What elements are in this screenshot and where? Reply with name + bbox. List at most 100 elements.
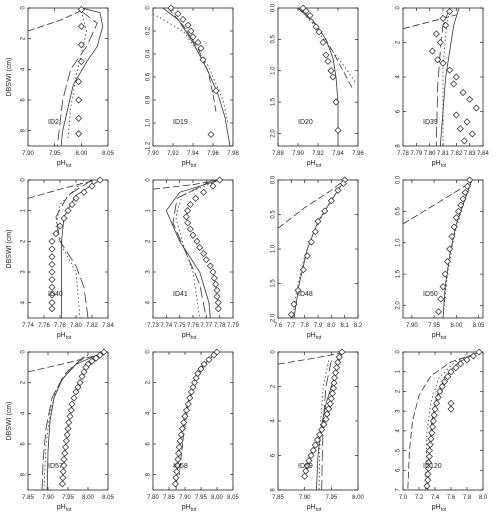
data-point: [452, 73, 460, 81]
x-tick-label: 7.77: [200, 323, 212, 329]
data-point: [435, 308, 443, 316]
data-point: [466, 95, 474, 103]
data-point: [177, 431, 185, 439]
panel-id39: 7.78 7.79 7.80 7.81 7.82 7.83 7.84 0 2 4 6 8 ID39 pHt…: [396, 6, 490, 169]
data-point: [429, 417, 437, 425]
data-point: [423, 482, 431, 490]
plot-frame: [402, 351, 484, 491]
x-tick-label: 8.05: [227, 495, 239, 501]
panel-id-label: ID2: [48, 119, 59, 126]
y-tick-label: 2.0: [271, 313, 277, 322]
data-point: [338, 348, 346, 356]
y-tick-label: 4: [21, 67, 27, 71]
data-point: [290, 300, 298, 308]
data-point: [174, 10, 182, 18]
y-tick-label: 2: [21, 36, 27, 40]
model-curve-dashed: [28, 9, 85, 32]
data-point: [48, 283, 56, 291]
x-tick-label: 7.0: [399, 495, 408, 501]
model-curve-longdash: [56, 10, 98, 146]
data-point: [48, 291, 56, 299]
x-axis-label: pHtot: [57, 332, 72, 341]
data-point: [202, 256, 210, 264]
data-point: [189, 231, 197, 239]
x-tick-label: 8.0: [327, 323, 336, 329]
data-point: [307, 238, 315, 246]
x-axis-label-subscript: tot: [316, 163, 322, 169]
data-point: [213, 293, 221, 301]
data-point: [468, 130, 476, 138]
data-point: [334, 186, 342, 194]
panel-id-label: ID59: [298, 463, 313, 470]
x-tick-label: 7.90: [179, 495, 191, 501]
model-curve-longdash: [172, 180, 214, 318]
x-axis-label-subscript: tot: [66, 335, 72, 341]
x-axis-label-subscript: tot: [191, 163, 197, 169]
y-tick-label: 7: [396, 488, 402, 492]
y-tick-label: 0.0: [271, 175, 277, 184]
panel-id-label: ID19: [173, 119, 188, 126]
x-tick-label: 7.94: [332, 151, 344, 157]
model-curve-longdash: [55, 180, 93, 318]
x-axis-label: pHtot: [432, 504, 447, 513]
data-point: [455, 207, 463, 215]
data-point: [320, 420, 328, 428]
data-point: [180, 419, 188, 427]
y-tick-label: 8: [396, 144, 402, 148]
data-point: [59, 474, 67, 482]
data-point: [436, 387, 444, 395]
x-tick-label: 7.6: [274, 323, 283, 329]
data-point: [213, 286, 221, 294]
data-point: [175, 449, 183, 457]
data-point: [315, 28, 323, 36]
data-point: [335, 353, 343, 361]
data-point: [173, 461, 181, 469]
data-point: [472, 104, 480, 112]
data-point: [463, 356, 471, 364]
data-point: [321, 207, 329, 215]
x-tick-label: 7.4: [431, 495, 440, 501]
x-axis-label-subscript: tot: [316, 335, 322, 341]
x-axis-label: pHtot: [432, 332, 447, 341]
data-point: [444, 373, 452, 381]
x-tick-label: 7.92: [312, 151, 324, 157]
model-curve-dotted: [55, 180, 85, 318]
y-tick-label: 8: [21, 472, 27, 476]
data-point: [64, 207, 72, 215]
data-point: [456, 125, 464, 133]
data-point: [469, 352, 477, 360]
x-tick-label: 8.05: [473, 323, 485, 329]
data-point: [450, 80, 458, 88]
data-point: [442, 21, 450, 29]
y-tick-label: 4: [396, 75, 402, 79]
data-point: [212, 87, 220, 95]
data-point: [206, 262, 214, 270]
x-tick-label: 7.82: [86, 323, 98, 329]
x-tick-label: 8.00: [450, 323, 462, 329]
x-tick-label: 7.6: [447, 495, 456, 501]
y-tick-label: 0.4: [146, 49, 152, 58]
panel-id20: 7.88 7.90 7.92 7.94 7.96 0.0 0.5 1.0 1.5 2.0 ID20 p…: [271, 3, 365, 169]
data-point: [77, 22, 85, 30]
data-point: [305, 457, 313, 465]
data-point: [66, 412, 74, 420]
x-tick-label: 7.76: [38, 323, 50, 329]
data-point: [437, 295, 445, 303]
model-curve-dashed: [407, 353, 476, 490]
x-axis-label: pHtot: [182, 332, 197, 341]
y-tick-label: 1.5: [396, 269, 402, 278]
data-point: [193, 237, 201, 245]
x-axis-label: pHtot: [57, 160, 72, 169]
model-curve-dashed: [403, 182, 470, 225]
data-point: [88, 357, 96, 365]
y-tick-label: 1: [396, 369, 402, 373]
x-tick-label: 7.74: [22, 323, 34, 329]
y-tick-label: 2.0: [396, 301, 402, 310]
model-curve-dashed: [28, 180, 97, 199]
panel-id19: 7.90 7.92 7.94 7.96 7.98 0 0.2 0.4 0.6 0.8 1.0 1.2 I…: [146, 4, 239, 169]
model-curve-dotted: [442, 8, 451, 146]
y-tick-label: 2: [146, 239, 152, 243]
data-point: [186, 201, 194, 209]
data-point: [74, 383, 82, 391]
x-tick-label: 8.05: [102, 151, 114, 157]
